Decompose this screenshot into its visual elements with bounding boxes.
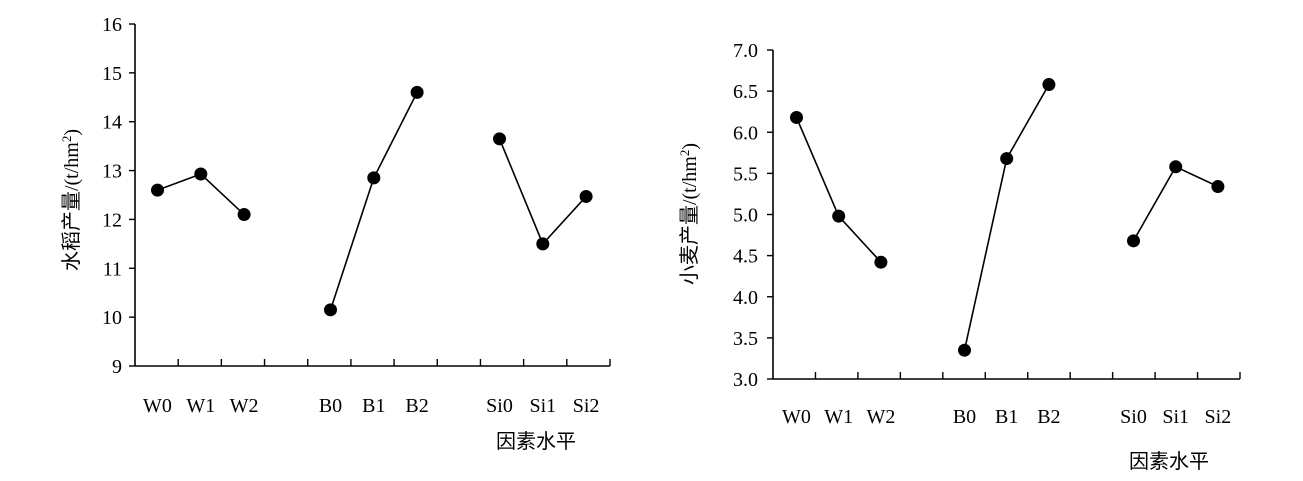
wheat-y-tick-label: 7.0 bbox=[733, 40, 758, 62]
rice-data-point bbox=[151, 183, 164, 197]
rice-x-tick-label: Si1 bbox=[529, 395, 556, 417]
rice-x-tick-label: W2 bbox=[230, 395, 259, 417]
wheat-x-tick-label: W0 bbox=[782, 406, 811, 428]
rice-x-tick-label: Si2 bbox=[573, 395, 600, 417]
wheat-data-point bbox=[1127, 234, 1140, 248]
wheat-data-point bbox=[832, 209, 846, 223]
rice-x-tick-label: B1 bbox=[362, 395, 385, 417]
wheat-x-tick-label: W1 bbox=[824, 406, 853, 428]
wheat-x-tick-label: Si0 bbox=[1120, 406, 1147, 428]
rice-data-point bbox=[579, 189, 593, 203]
rice-data-point bbox=[237, 208, 251, 222]
wheat-series-line bbox=[963, 84, 1050, 351]
rice-data-point bbox=[493, 132, 506, 146]
wheat-x-tick-label: Si1 bbox=[1162, 406, 1189, 428]
wheat-data-point bbox=[790, 110, 803, 124]
wheat-yield-chart: 小麦产量/(t/hm2) 因素水平 3.0 3.5 4.0 4.5 5.0 5.5 6.0 6… bbox=[677, 40, 1241, 473]
wheat-y-tick-label: 6.5 bbox=[733, 81, 758, 103]
wheat-y-tick-label: 6.0 bbox=[733, 122, 758, 144]
rice-y-tick-label: 15 bbox=[102, 63, 122, 85]
rice-yield-chart: 水稻产量/(t/hm2) 因素水平 9 10 11 12 13 14 15 16 W0 W1 W2 B… bbox=[59, 14, 611, 453]
wheat-x-tick-label: W2 bbox=[866, 406, 895, 428]
wheat-data-point bbox=[1000, 152, 1014, 166]
wheat-x-tick-label: B2 bbox=[1037, 406, 1060, 428]
rice-y-tick-label: 13 bbox=[102, 161, 122, 183]
wheat-x-tick-label: Si2 bbox=[1205, 406, 1232, 428]
wheat-y-tick-label: 5.5 bbox=[733, 163, 758, 185]
rice-y-tick-label: 11 bbox=[103, 258, 122, 280]
wheat-x-tick-label: B0 bbox=[953, 406, 976, 428]
rice-y-tick-label: 9 bbox=[112, 356, 122, 378]
wheat-y-tick-label: 3.0 bbox=[733, 369, 758, 391]
rice-y-axis-label: 水稻产量/(t/hm2) bbox=[59, 129, 84, 271]
rice-y-tick-label: 16 bbox=[102, 14, 122, 36]
wheat-x-axis-label: 因素水平 bbox=[1129, 450, 1209, 473]
wheat-y-tick-label: 4.5 bbox=[733, 246, 758, 268]
wheat-y-tick-label: 5.0 bbox=[733, 205, 758, 227]
rice-x-axis-label: 因素水平 bbox=[496, 430, 576, 453]
wheat-data-point bbox=[1211, 180, 1225, 194]
rice-series-line bbox=[498, 138, 587, 246]
wheat-data-point bbox=[1042, 78, 1056, 92]
rice-x-tick-label: W1 bbox=[186, 395, 215, 417]
rice-data-point bbox=[410, 85, 424, 99]
wheat-data-point bbox=[874, 255, 888, 269]
wheat-data-point bbox=[958, 343, 971, 357]
rice-x-tick-label: B0 bbox=[319, 395, 342, 417]
wheat-y-tick-label: 3.5 bbox=[733, 328, 758, 350]
rice-data-point bbox=[194, 167, 208, 181]
rice-x-tick-label: W0 bbox=[143, 395, 172, 417]
rice-y-tick-label: 12 bbox=[102, 209, 122, 231]
wheat-series-line bbox=[795, 117, 882, 263]
rice-data-point bbox=[536, 237, 550, 251]
wheat-y-axis-label: 小麦产量/(t/hm2) bbox=[677, 143, 702, 285]
wheat-data-point bbox=[1169, 160, 1183, 174]
rice-x-tick-label: B2 bbox=[405, 395, 428, 417]
rice-y-tick-label: 10 bbox=[102, 307, 122, 329]
rice-series-line bbox=[329, 92, 418, 311]
rice-y-tick-label: 14 bbox=[102, 112, 122, 134]
rice-data-point bbox=[324, 303, 337, 317]
rice-data-point bbox=[367, 171, 381, 185]
rice-x-tick-label: Si0 bbox=[486, 395, 513, 417]
wheat-y-tick-label: 4.0 bbox=[733, 287, 758, 309]
wheat-series-line bbox=[1132, 165, 1219, 242]
wheat-x-tick-label: B1 bbox=[995, 406, 1018, 428]
